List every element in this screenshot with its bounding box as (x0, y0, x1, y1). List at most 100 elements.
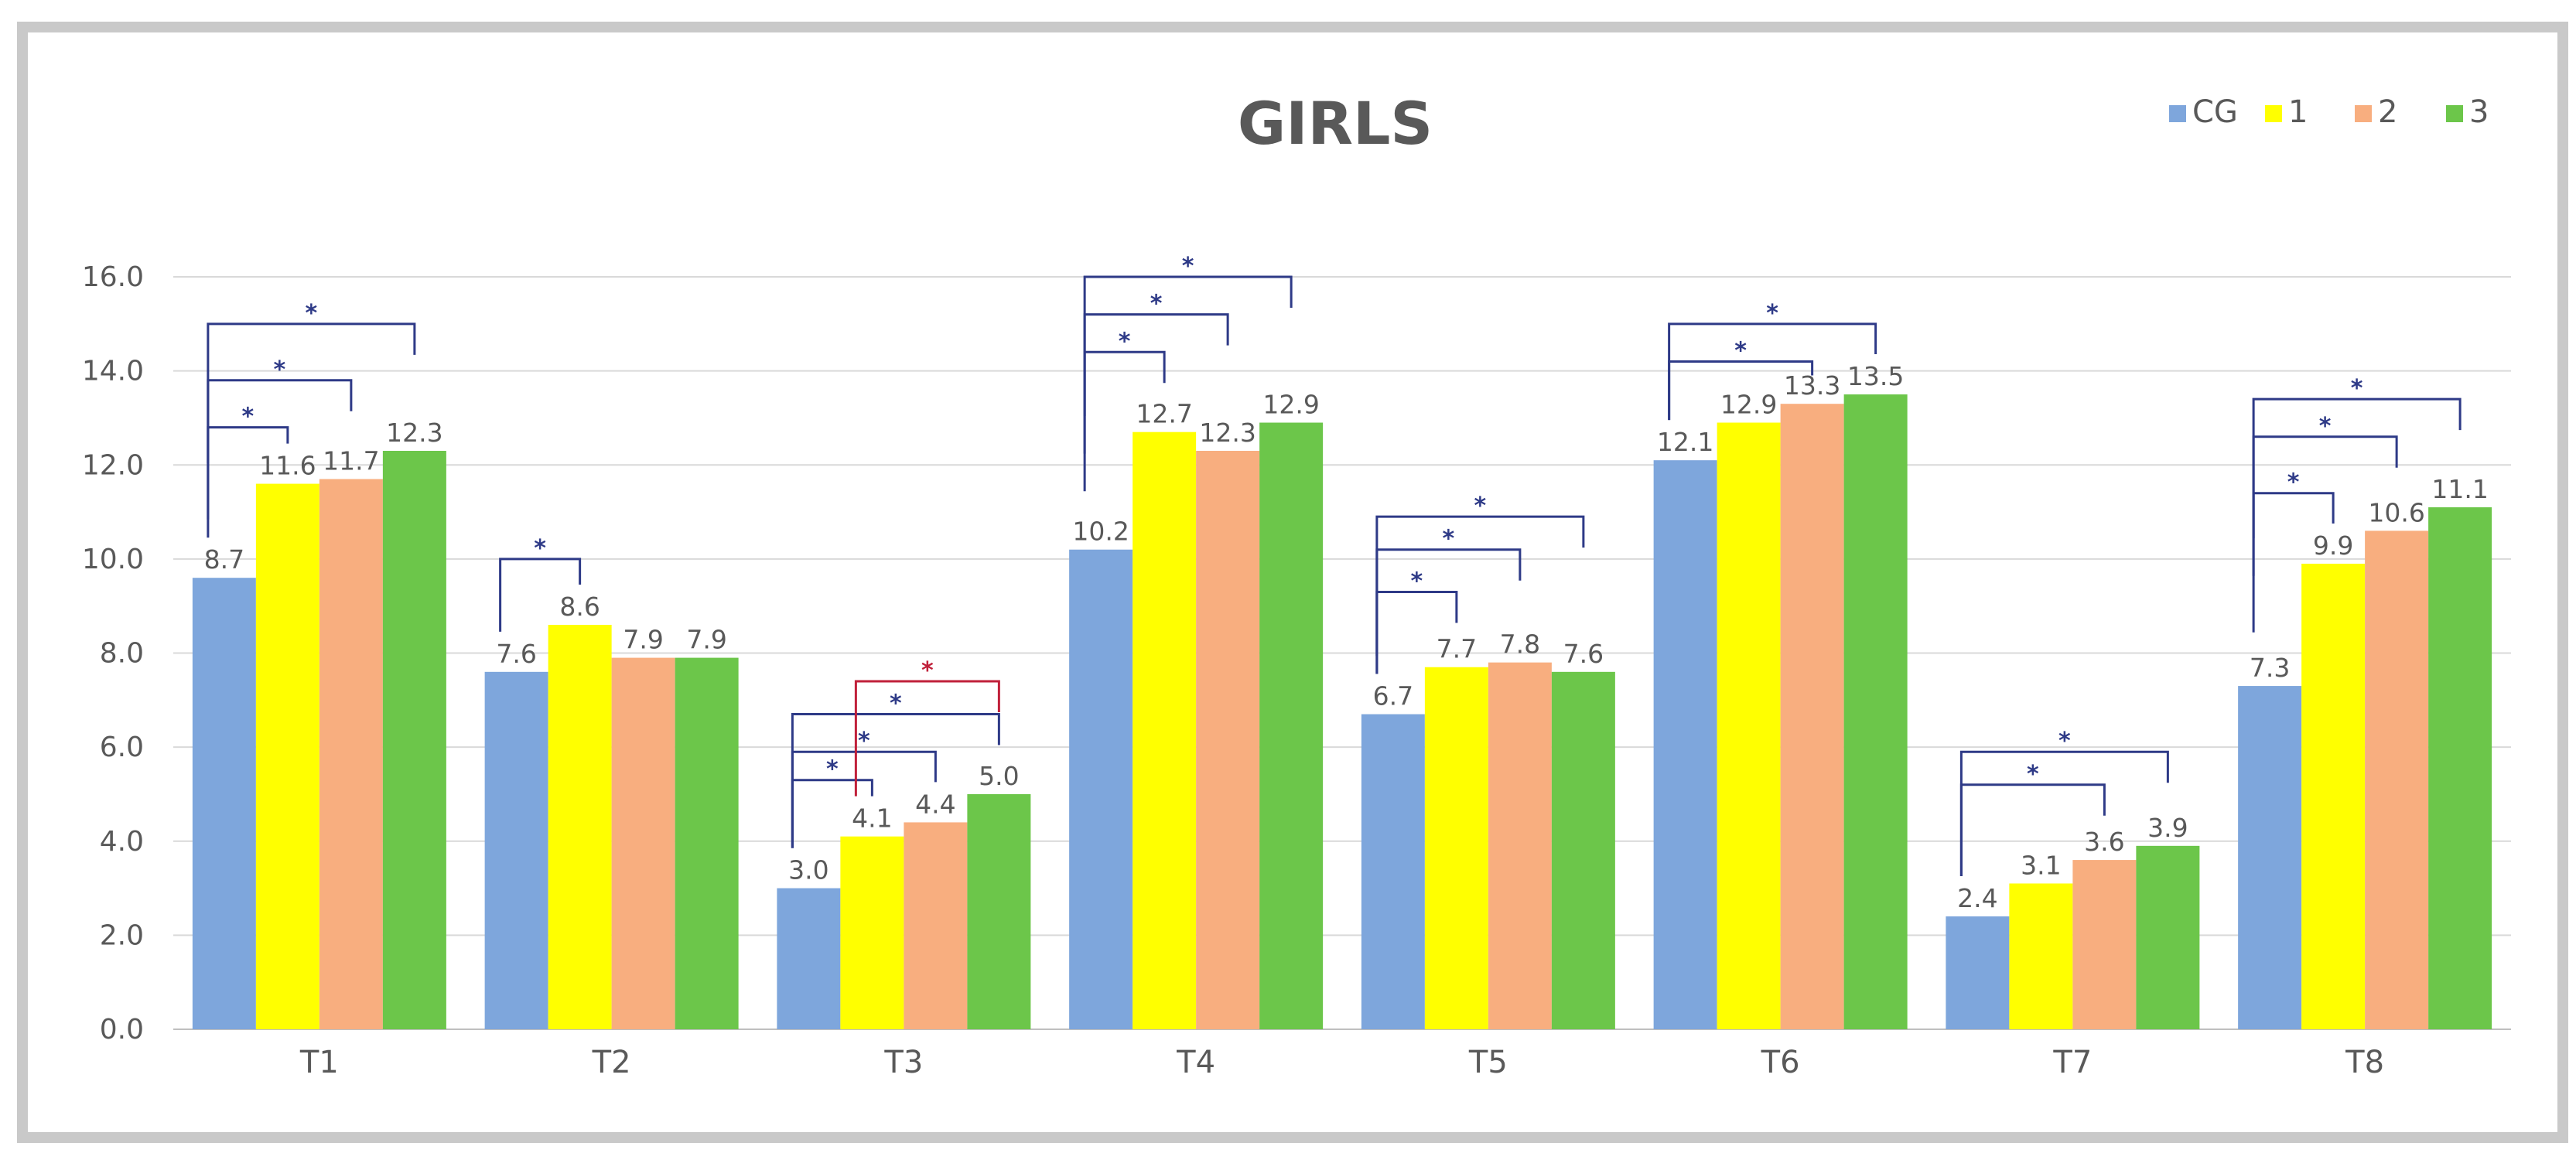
significance-star: * (1734, 337, 1747, 364)
x-tick-label: T3 (883, 1045, 923, 1080)
bar-T4-2 (1196, 451, 1260, 1029)
value-label: 13.5 (1847, 361, 1904, 391)
value-label: 7.6 (1563, 639, 1604, 669)
value-label: 4.1 (852, 803, 892, 834)
x-tick-label: T7 (2052, 1045, 2092, 1080)
bar-T7-CG (1946, 916, 2010, 1029)
value-label: 6.7 (1373, 681, 1413, 711)
chart-frame: GIRLS 0.0 2.0 4.0 6.0 8.0 10.0 12.0 14.0 16.0 * *… (17, 22, 2568, 1143)
value-label: 7.9 (623, 625, 663, 655)
value-label: 12.3 (386, 418, 442, 448)
significance-bracket (2252, 397, 2462, 539)
bar-T4-3 (1259, 422, 1324, 1029)
x-tick-label: T8 (2345, 1045, 2384, 1080)
legend-label: CG (2192, 94, 2238, 130)
bar-T6-CG (1653, 460, 1717, 1029)
legend-label: 1 (2288, 94, 2308, 130)
bar-T5-2 (1488, 662, 1552, 1029)
significance-star: * (306, 300, 318, 327)
value-label: 11.6 (259, 451, 316, 481)
significance-star: * (534, 535, 546, 562)
y-tick-label: 6.0 (100, 732, 144, 763)
bar-T4-CG (1069, 549, 1133, 1029)
value-label: 2.4 (1957, 883, 1997, 913)
significance-star: * (1119, 328, 1131, 355)
significance-star: * (921, 657, 934, 684)
y-axis: 0.0 2.0 4.0 6.0 8.0 10.0 12.0 14.0 16.0 (82, 261, 144, 1046)
significance-star: * (274, 356, 286, 384)
bar-T5-1 (1424, 667, 1488, 1029)
bar-T8-2 (2365, 530, 2429, 1029)
chart-title: GIRLS (1238, 89, 1433, 158)
x-tick-label: T2 (592, 1045, 631, 1080)
x-axis: T1 T2 T3 T4 T5 T6 T7 T8 (299, 1045, 2384, 1080)
bar-T2-CG (484, 671, 548, 1029)
y-tick-label: 0.0 (100, 1014, 144, 1046)
significance-star: * (1411, 568, 1423, 595)
y-tick-label: 12.0 (82, 449, 144, 481)
significance-bracket (1959, 750, 2169, 877)
value-label: 12.9 (1720, 390, 1777, 420)
x-tick-label: T4 (1176, 1045, 1215, 1080)
value-label: 10.2 (1072, 517, 1129, 547)
bar-chart: GIRLS 0.02.04.06.08.010.012.014.016.0 **… (82, 89, 2511, 1080)
value-label: 12.9 (1262, 390, 1319, 420)
bar-T8-3 (2428, 507, 2492, 1029)
value-label: 4.4 (915, 789, 955, 819)
value-label: 7.3 (2250, 653, 2290, 683)
significance-star: * (826, 756, 839, 783)
bar-T1-2 (319, 479, 383, 1029)
value-label: 9.9 (2313, 530, 2353, 561)
value-label: 3.6 (2084, 827, 2124, 857)
x-tick-label: T6 (1761, 1045, 1800, 1080)
bar-T2-1 (548, 625, 612, 1029)
value-label: 12.7 (1136, 399, 1192, 429)
significance-star: * (858, 728, 870, 755)
value-label: 7.7 (1437, 634, 1477, 664)
legend-swatch (2169, 105, 2186, 122)
y-tick-label: 8.0 (100, 638, 144, 670)
value-label: 12.3 (1199, 418, 1256, 448)
significance-star: * (1766, 300, 1778, 327)
significance-star: * (2351, 375, 2363, 402)
bar-T2-3 (675, 657, 739, 1029)
y-tick-label: 14.0 (82, 356, 144, 387)
bar-T5-3 (1551, 671, 1615, 1029)
value-label: 12.1 (1657, 427, 1713, 457)
significance-star: * (1182, 253, 1194, 280)
bar-T1-3 (382, 451, 446, 1029)
significance-bracket (1375, 515, 1585, 657)
bar-T2-2 (611, 657, 675, 1029)
significance-bracket (499, 558, 582, 632)
value-label: 11.7 (323, 445, 379, 476)
bars (192, 394, 2492, 1029)
value-label: 10.6 (2368, 497, 2424, 527)
significance-star: * (2027, 761, 2039, 788)
value-label: 13.3 (1784, 370, 1840, 401)
bar-T3-2 (904, 822, 968, 1029)
significance-star: * (1443, 526, 1455, 553)
y-tick-label: 4.0 (100, 826, 144, 858)
bar-T1-1 (255, 483, 319, 1029)
significance-bracket (791, 713, 1000, 848)
bar-T7-2 (2072, 860, 2137, 1029)
value-label: 11.1 (2431, 474, 2488, 504)
bar-T4-1 (1133, 432, 1197, 1029)
significance-star: * (1150, 291, 1163, 318)
bar-T3-CG (777, 888, 841, 1029)
significance-star: * (1474, 493, 1487, 520)
legend: CG 1 2 3 (2169, 94, 2489, 130)
bar-T5-CG (1361, 714, 1425, 1029)
y-tick-label: 2.0 (100, 919, 144, 951)
x-tick-label: T1 (299, 1045, 339, 1080)
significance-star: * (2319, 413, 2332, 440)
x-tick-label: T5 (1468, 1045, 1508, 1080)
bar-T3-1 (840, 836, 904, 1029)
legend-label: 3 (2469, 94, 2489, 130)
bar-T8-1 (2301, 563, 2366, 1029)
legend-swatch (2446, 105, 2463, 122)
y-tick-label: 10.0 (82, 544, 144, 575)
significance-bracket (1083, 275, 1293, 416)
significance-bracket (207, 322, 416, 463)
bar-T6-1 (1717, 422, 1781, 1029)
